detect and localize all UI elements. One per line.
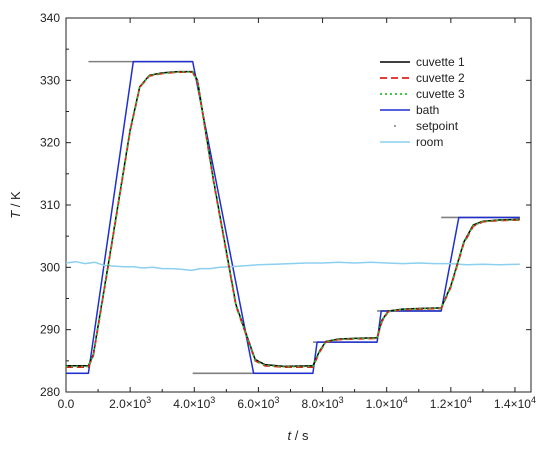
y-axis-unit: / K — [8, 191, 23, 211]
legend-swatch-setpoint — [394, 125, 396, 127]
series-layer — [65, 60, 520, 375]
series-cuvette-3-line — [66, 71, 520, 368]
y-tick-label: 310 — [40, 198, 60, 212]
x-tick-label: 0.0 — [58, 397, 75, 411]
y-tick-label: 320 — [40, 136, 60, 150]
x-tick-label: 1.2×104 — [430, 395, 472, 411]
legend-label-room: room — [416, 135, 443, 149]
series-bath-line — [66, 60, 520, 375]
x-tick-label: 1.0×104 — [366, 395, 408, 411]
plot-frame — [65, 17, 532, 393]
x-tick-label: 2.0×103 — [109, 395, 151, 411]
y-axis-title: T / K — [8, 191, 23, 219]
legend-label-setpoint: setpoint — [416, 119, 459, 133]
legend-label-bath: bath — [416, 103, 439, 117]
legend-label-cuvette-3: cuvette 3 — [416, 87, 465, 101]
x-axis-title: t / s — [288, 428, 309, 443]
legend-label-cuvette-1: cuvette 1 — [416, 55, 465, 69]
x-tick-label: 8.0×103 — [302, 395, 344, 411]
axis-layer: 0.0 2.0×103 4.0×103 6.0×103 8.0×103 1.0×104 1.… — [40, 11, 536, 411]
legend: cuvette 1 cuvette 2 cuvette 3 bath setpoint r… — [380, 55, 465, 149]
legend-label-cuvette-2: cuvette 2 — [416, 71, 465, 85]
series-room-line — [65, 260, 520, 272]
x-tick-label: 4.0×103 — [173, 395, 215, 411]
x-axis-unit: / s — [291, 428, 309, 443]
x-axis-variable: t — [288, 428, 293, 443]
y-tick-label: 290 — [40, 323, 60, 337]
x-tick-label: 6.0×103 — [237, 395, 279, 411]
y-tick-label: 280 — [40, 385, 60, 399]
y-axis-variable: T — [8, 210, 23, 219]
y-tick-label: 340 — [40, 11, 60, 25]
y-tick-label: 330 — [40, 73, 60, 87]
x-tick-label: 1.4×104 — [494, 395, 536, 411]
y-tick-label: 300 — [40, 260, 60, 274]
